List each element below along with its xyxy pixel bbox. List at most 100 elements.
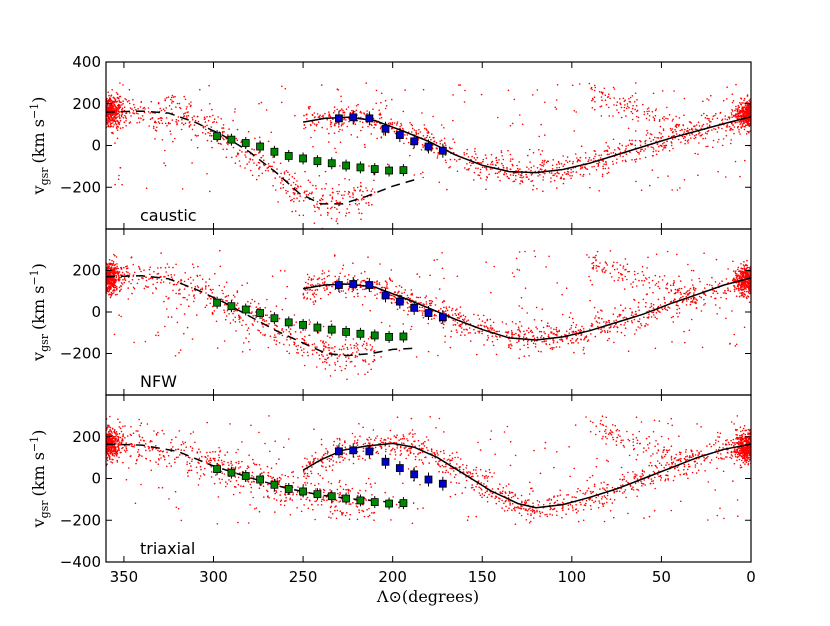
scatter-point — [595, 254, 597, 257]
scatter-point — [421, 112, 423, 114]
scatter-point — [711, 129, 713, 131]
scatter-point — [157, 118, 160, 120]
scatter-point — [206, 139, 209, 142]
scatter-point — [379, 113, 382, 116]
scatter-point — [172, 283, 175, 286]
scatter-point — [554, 333, 557, 336]
scatter-point — [244, 154, 246, 156]
scatter-point — [107, 110, 110, 112]
scatter-point — [410, 325, 413, 328]
scatter-point — [167, 96, 170, 98]
scatter-point — [658, 120, 661, 122]
scatter-point — [338, 204, 340, 207]
scatter-point — [485, 261, 487, 264]
scatter-point — [600, 105, 603, 107]
scatter-point — [575, 111, 577, 113]
scatter-point — [123, 273, 126, 276]
scatter-point — [407, 141, 410, 144]
scatter-point — [627, 127, 630, 130]
scatter-point — [588, 275, 590, 278]
scatter-point — [393, 122, 396, 124]
scatter-point — [674, 128, 676, 131]
scatter-point — [344, 343, 347, 346]
scatter-point — [518, 335, 521, 338]
scatter-point — [563, 171, 566, 174]
scatter-point — [232, 146, 235, 149]
scatter-point — [114, 254, 116, 257]
scatter-point — [263, 159, 265, 161]
scatter-point — [312, 184, 314, 187]
scatter-point — [693, 137, 695, 140]
scatter-point — [112, 261, 115, 263]
scatter-point — [329, 115, 332, 118]
scatter-point — [637, 120, 639, 122]
scatter-point — [420, 149, 423, 151]
scatter-point — [193, 297, 196, 299]
scatter-point — [737, 286, 740, 288]
scatter-point — [356, 292, 359, 295]
scatter-point — [443, 145, 445, 148]
scatter-point — [679, 280, 682, 282]
scatter-point — [700, 310, 703, 312]
scatter-point — [118, 115, 120, 118]
scatter-point — [512, 172, 515, 174]
scatter-point — [357, 208, 360, 210]
scatter-point — [357, 278, 359, 281]
scatter-point — [700, 127, 702, 130]
scatter-point — [114, 183, 116, 186]
scatter-point — [157, 101, 160, 104]
scatter-point — [724, 290, 726, 292]
scatter-point — [116, 263, 118, 265]
scatter-point — [445, 307, 448, 310]
scatter-point — [708, 99, 710, 101]
scatter-point — [582, 175, 584, 177]
scatter-point — [322, 349, 325, 351]
scatter-point — [473, 171, 476, 174]
scatter-point — [331, 191, 334, 194]
scatter-point — [465, 328, 468, 331]
scatter-point — [310, 136, 312, 139]
scatter-point — [680, 287, 683, 290]
scatter-point — [315, 185, 317, 187]
scatter-point — [262, 318, 265, 321]
scatter-point — [743, 121, 745, 123]
blue-data-point — [365, 114, 374, 123]
scatter-point — [179, 107, 182, 110]
scatter-point — [607, 167, 610, 169]
scatter-point — [116, 107, 119, 110]
scatter-point — [275, 305, 278, 307]
scatter-point — [743, 99, 745, 102]
scatter-point — [573, 351, 575, 354]
scatter-point — [191, 116, 194, 119]
scatter-point — [670, 316, 673, 319]
scatter-point — [123, 277, 126, 279]
scatter-point — [737, 126, 739, 128]
scatter-point — [180, 303, 182, 306]
scatter-point — [590, 159, 592, 161]
scatter-point — [169, 130, 171, 132]
scatter-point — [676, 189, 679, 191]
scatter-point — [344, 292, 347, 295]
scatter-point — [373, 179, 375, 182]
scatter-point — [430, 299, 432, 302]
scatter-point — [579, 328, 582, 331]
scatter-point — [281, 334, 284, 337]
scatter-point — [655, 312, 658, 314]
scatter-point — [204, 133, 207, 135]
scatter-point — [739, 272, 742, 275]
y-tick-label: 400 — [72, 53, 101, 71]
scatter-point — [183, 313, 186, 315]
scatter-point — [594, 153, 597, 155]
scatter-point — [736, 109, 739, 111]
scatter-point — [212, 312, 214, 315]
scatter-point — [449, 166, 452, 168]
scatter-point — [339, 353, 341, 356]
scatter-point — [334, 362, 336, 364]
scatter-point — [169, 122, 171, 125]
scatter-point — [321, 188, 323, 190]
scatter-point — [370, 190, 373, 192]
scatter-point — [665, 287, 667, 289]
scatter-point — [137, 117, 140, 119]
scatter-point — [556, 341, 559, 343]
scatter-point — [564, 333, 566, 336]
